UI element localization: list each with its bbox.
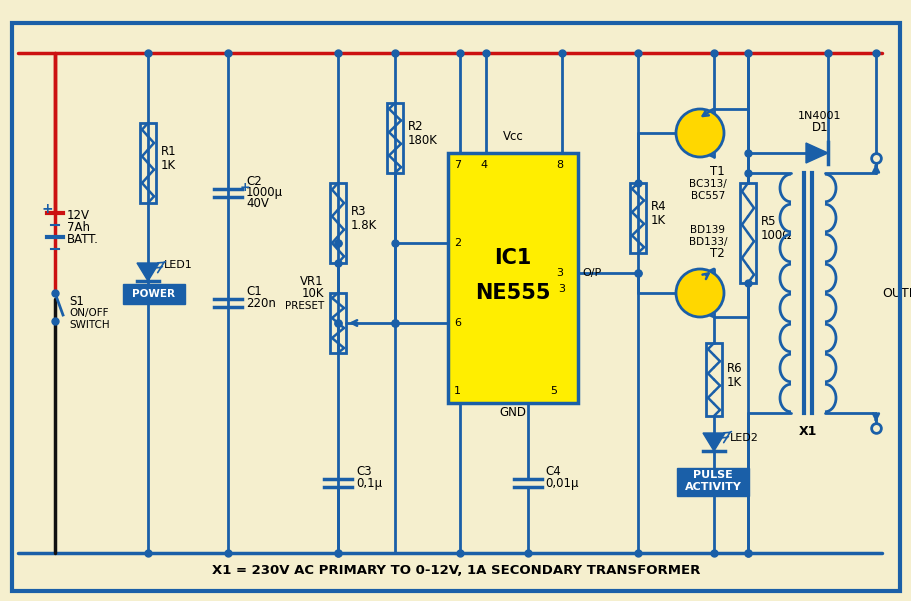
Text: Vcc: Vcc bbox=[502, 130, 523, 143]
Text: 12V: 12V bbox=[67, 209, 90, 222]
Text: 10K: 10K bbox=[302, 287, 323, 300]
Text: X1 = 230V AC PRIMARY TO 0-12V, 1A SECONDARY TRANSFORMER: X1 = 230V AC PRIMARY TO 0-12V, 1A SECOND… bbox=[211, 564, 700, 578]
Text: 180K: 180K bbox=[407, 134, 437, 147]
Text: 1000μ: 1000μ bbox=[246, 186, 282, 199]
Text: R3: R3 bbox=[351, 205, 366, 218]
Text: LED1: LED1 bbox=[164, 260, 192, 270]
Text: 0,1μ: 0,1μ bbox=[355, 477, 382, 490]
Polygon shape bbox=[137, 263, 159, 281]
Text: OUTPUT: OUTPUT bbox=[881, 287, 911, 299]
Bar bbox=[739, 183, 755, 283]
Text: 3: 3 bbox=[556, 268, 562, 278]
Text: ON/OFF: ON/OFF bbox=[69, 308, 108, 318]
Text: C2: C2 bbox=[246, 175, 261, 188]
Text: GND: GND bbox=[499, 406, 526, 419]
Text: 1.8K: 1.8K bbox=[351, 219, 377, 232]
Bar bbox=[330, 183, 345, 263]
Text: 1: 1 bbox=[454, 386, 460, 396]
Text: SWITCH: SWITCH bbox=[69, 320, 109, 330]
Text: POWER: POWER bbox=[132, 289, 175, 299]
Text: R5: R5 bbox=[760, 215, 775, 228]
Text: C3: C3 bbox=[355, 465, 371, 478]
Text: S1: S1 bbox=[69, 294, 84, 308]
Text: 8: 8 bbox=[556, 160, 562, 170]
Text: VR1: VR1 bbox=[300, 275, 323, 288]
Text: 1K: 1K bbox=[161, 159, 176, 172]
Text: 220n: 220n bbox=[246, 297, 275, 310]
Text: 7Ah: 7Ah bbox=[67, 221, 90, 234]
Text: R4: R4 bbox=[650, 200, 666, 213]
Text: 7: 7 bbox=[454, 160, 461, 170]
Text: R1: R1 bbox=[161, 145, 177, 158]
Text: NE555: NE555 bbox=[475, 283, 550, 303]
Text: 1K: 1K bbox=[726, 376, 742, 389]
Text: IC1: IC1 bbox=[494, 248, 531, 268]
Bar bbox=[447, 153, 578, 403]
Bar bbox=[330, 293, 345, 353]
Bar bbox=[630, 183, 645, 253]
Text: O/P: O/P bbox=[581, 268, 600, 278]
Text: R2: R2 bbox=[407, 120, 424, 133]
Text: BD139: BD139 bbox=[690, 225, 725, 235]
Text: 5: 5 bbox=[549, 386, 557, 396]
Text: LED2: LED2 bbox=[729, 433, 758, 443]
Text: T2: T2 bbox=[710, 247, 724, 260]
Circle shape bbox=[675, 109, 723, 157]
Text: 100Ω: 100Ω bbox=[760, 229, 792, 242]
Text: BC557: BC557 bbox=[691, 191, 724, 201]
Text: R6: R6 bbox=[726, 362, 742, 375]
Text: +: + bbox=[240, 180, 250, 194]
FancyBboxPatch shape bbox=[676, 468, 748, 496]
Text: 1K: 1K bbox=[650, 214, 665, 227]
Text: BC313/: BC313/ bbox=[689, 179, 726, 189]
Bar bbox=[140, 123, 156, 203]
Text: T1: T1 bbox=[710, 165, 724, 178]
Polygon shape bbox=[805, 143, 827, 163]
Polygon shape bbox=[702, 433, 724, 451]
Text: 1N4001: 1N4001 bbox=[797, 111, 841, 121]
Text: +: + bbox=[41, 202, 53, 216]
Text: PRESET: PRESET bbox=[284, 301, 323, 311]
Circle shape bbox=[675, 269, 723, 317]
Text: ACTIVITY: ACTIVITY bbox=[684, 482, 741, 492]
FancyBboxPatch shape bbox=[123, 284, 185, 304]
Text: 2: 2 bbox=[454, 238, 461, 248]
Text: BD133/: BD133/ bbox=[688, 237, 726, 247]
Text: 0,01μ: 0,01μ bbox=[545, 477, 578, 490]
Text: X1: X1 bbox=[798, 425, 816, 438]
Text: C4: C4 bbox=[545, 465, 560, 478]
Text: C1: C1 bbox=[246, 285, 261, 298]
Text: D1: D1 bbox=[811, 121, 827, 134]
Text: 40V: 40V bbox=[246, 197, 269, 210]
Text: 3: 3 bbox=[558, 284, 565, 294]
Text: 6: 6 bbox=[454, 318, 460, 328]
Text: PULSE: PULSE bbox=[692, 470, 732, 480]
Bar bbox=[386, 103, 403, 173]
Text: BATT.: BATT. bbox=[67, 233, 98, 245]
Bar bbox=[705, 343, 722, 416]
Text: 4: 4 bbox=[479, 160, 486, 170]
